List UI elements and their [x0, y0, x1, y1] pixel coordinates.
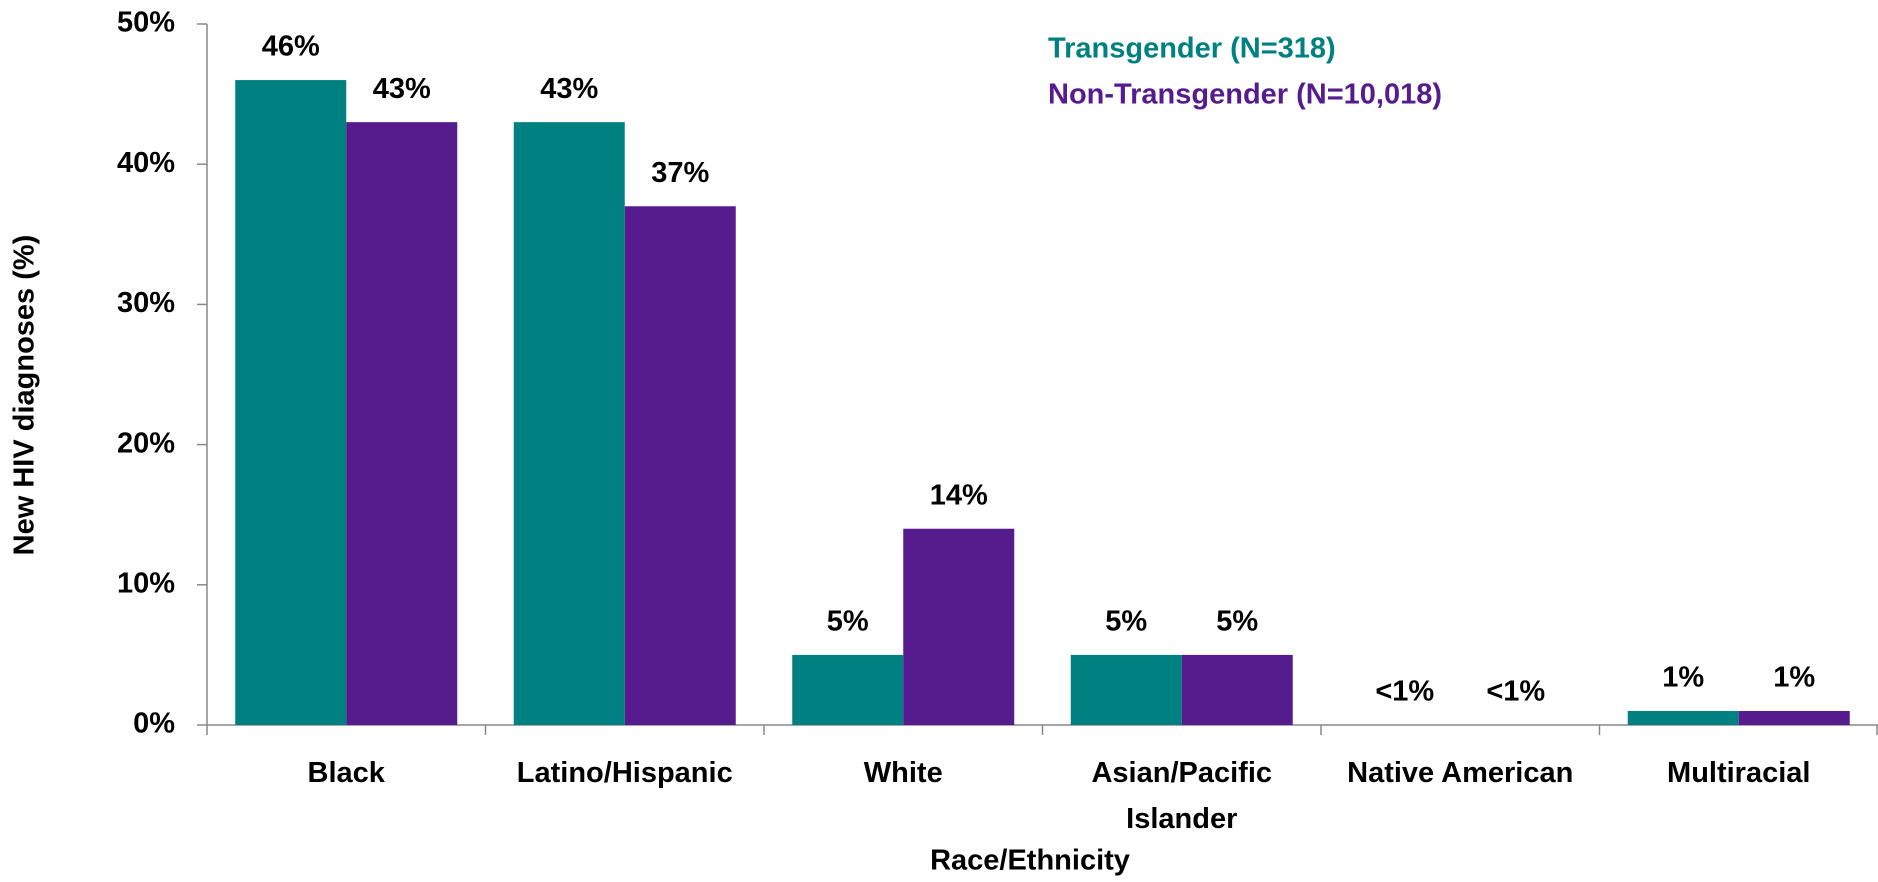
bar [346, 122, 458, 725]
data-label: 37% [651, 157, 709, 189]
y-tick-label: 0% [133, 708, 175, 740]
y-tick-label: 50% [117, 7, 175, 39]
bar [235, 80, 347, 725]
data-label: 43% [373, 73, 431, 105]
data-label: 46% [262, 31, 320, 63]
bar [903, 528, 1015, 725]
bar [1070, 654, 1182, 725]
y-tick-label: 30% [117, 287, 175, 319]
legend-entry: Transgender (N=318) [1048, 33, 1336, 65]
data-label: 5% [1105, 606, 1147, 638]
bar [1627, 710, 1739, 725]
data-label: 14% [930, 479, 988, 511]
bar [792, 654, 904, 725]
y-tick-label: 40% [117, 147, 175, 179]
x-tick-label: Native American [1347, 757, 1574, 789]
data-label: 1% [1773, 662, 1815, 694]
data-label: <1% [1375, 676, 1434, 708]
data-label: 43% [540, 73, 598, 105]
x-tick-label: Multiracial [1667, 757, 1811, 789]
y-tick-label: 20% [117, 427, 175, 459]
x-tick-label: Asian/Pacific Islander [1091, 757, 1273, 835]
bar [1181, 654, 1293, 725]
data-label: <1% [1486, 676, 1545, 708]
legend-entry: Non-Transgender (N=10,018) [1048, 79, 1442, 111]
x-tick-label: Latino/Hispanic [516, 757, 733, 789]
y-tick-label: 10% [117, 567, 175, 599]
bar [624, 206, 736, 725]
y-axis-label: New HIV diagnoses (%) [9, 235, 41, 556]
x-tick-label: Black [307, 757, 385, 789]
data-label: 1% [1662, 662, 1704, 694]
bar [1738, 710, 1850, 725]
x-axis-label: Race/Ethnicity [930, 845, 1130, 877]
bar [513, 122, 625, 725]
x-tick-label: White [863, 757, 943, 789]
data-label: 5% [1216, 606, 1258, 638]
data-label: 5% [827, 606, 869, 638]
